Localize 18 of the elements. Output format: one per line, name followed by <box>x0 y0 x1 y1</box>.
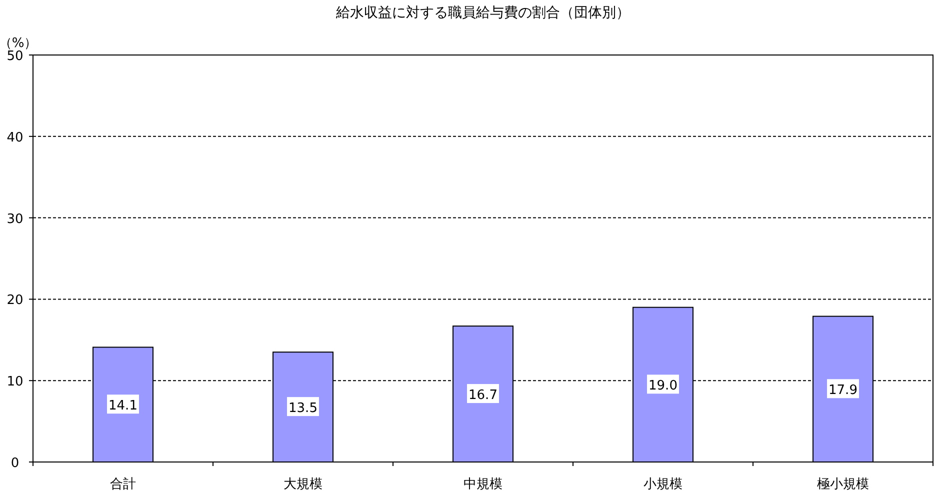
data-label: 14.1 <box>108 398 138 414</box>
data-label: 17.9 <box>828 383 858 398</box>
x-tick-label: 中規模 <box>464 477 502 491</box>
x-tick-label: 小規模 <box>644 477 682 491</box>
data-label: 16.7 <box>468 388 498 404</box>
y-tick-label: 40 <box>6 130 24 146</box>
y-axis-title: （%） <box>0 36 38 51</box>
y-tick-label: 50 <box>6 49 24 64</box>
x-tick-label: 合計 <box>110 477 136 491</box>
y-tick-label: 20 <box>6 293 24 308</box>
data-label: 19.0 <box>648 378 678 394</box>
y-tick-label: 0 <box>10 456 20 471</box>
chart-title: 給水収益に対する職員給与費の割合（団体別） <box>335 5 630 21</box>
y-tick-label: 30 <box>6 212 24 227</box>
x-tick-label: 大規模 <box>284 477 322 491</box>
data-label: 13.5 <box>288 401 318 416</box>
y-tick-label: 10 <box>6 374 24 390</box>
x-tick-label: 極小規模 <box>817 477 869 491</box>
